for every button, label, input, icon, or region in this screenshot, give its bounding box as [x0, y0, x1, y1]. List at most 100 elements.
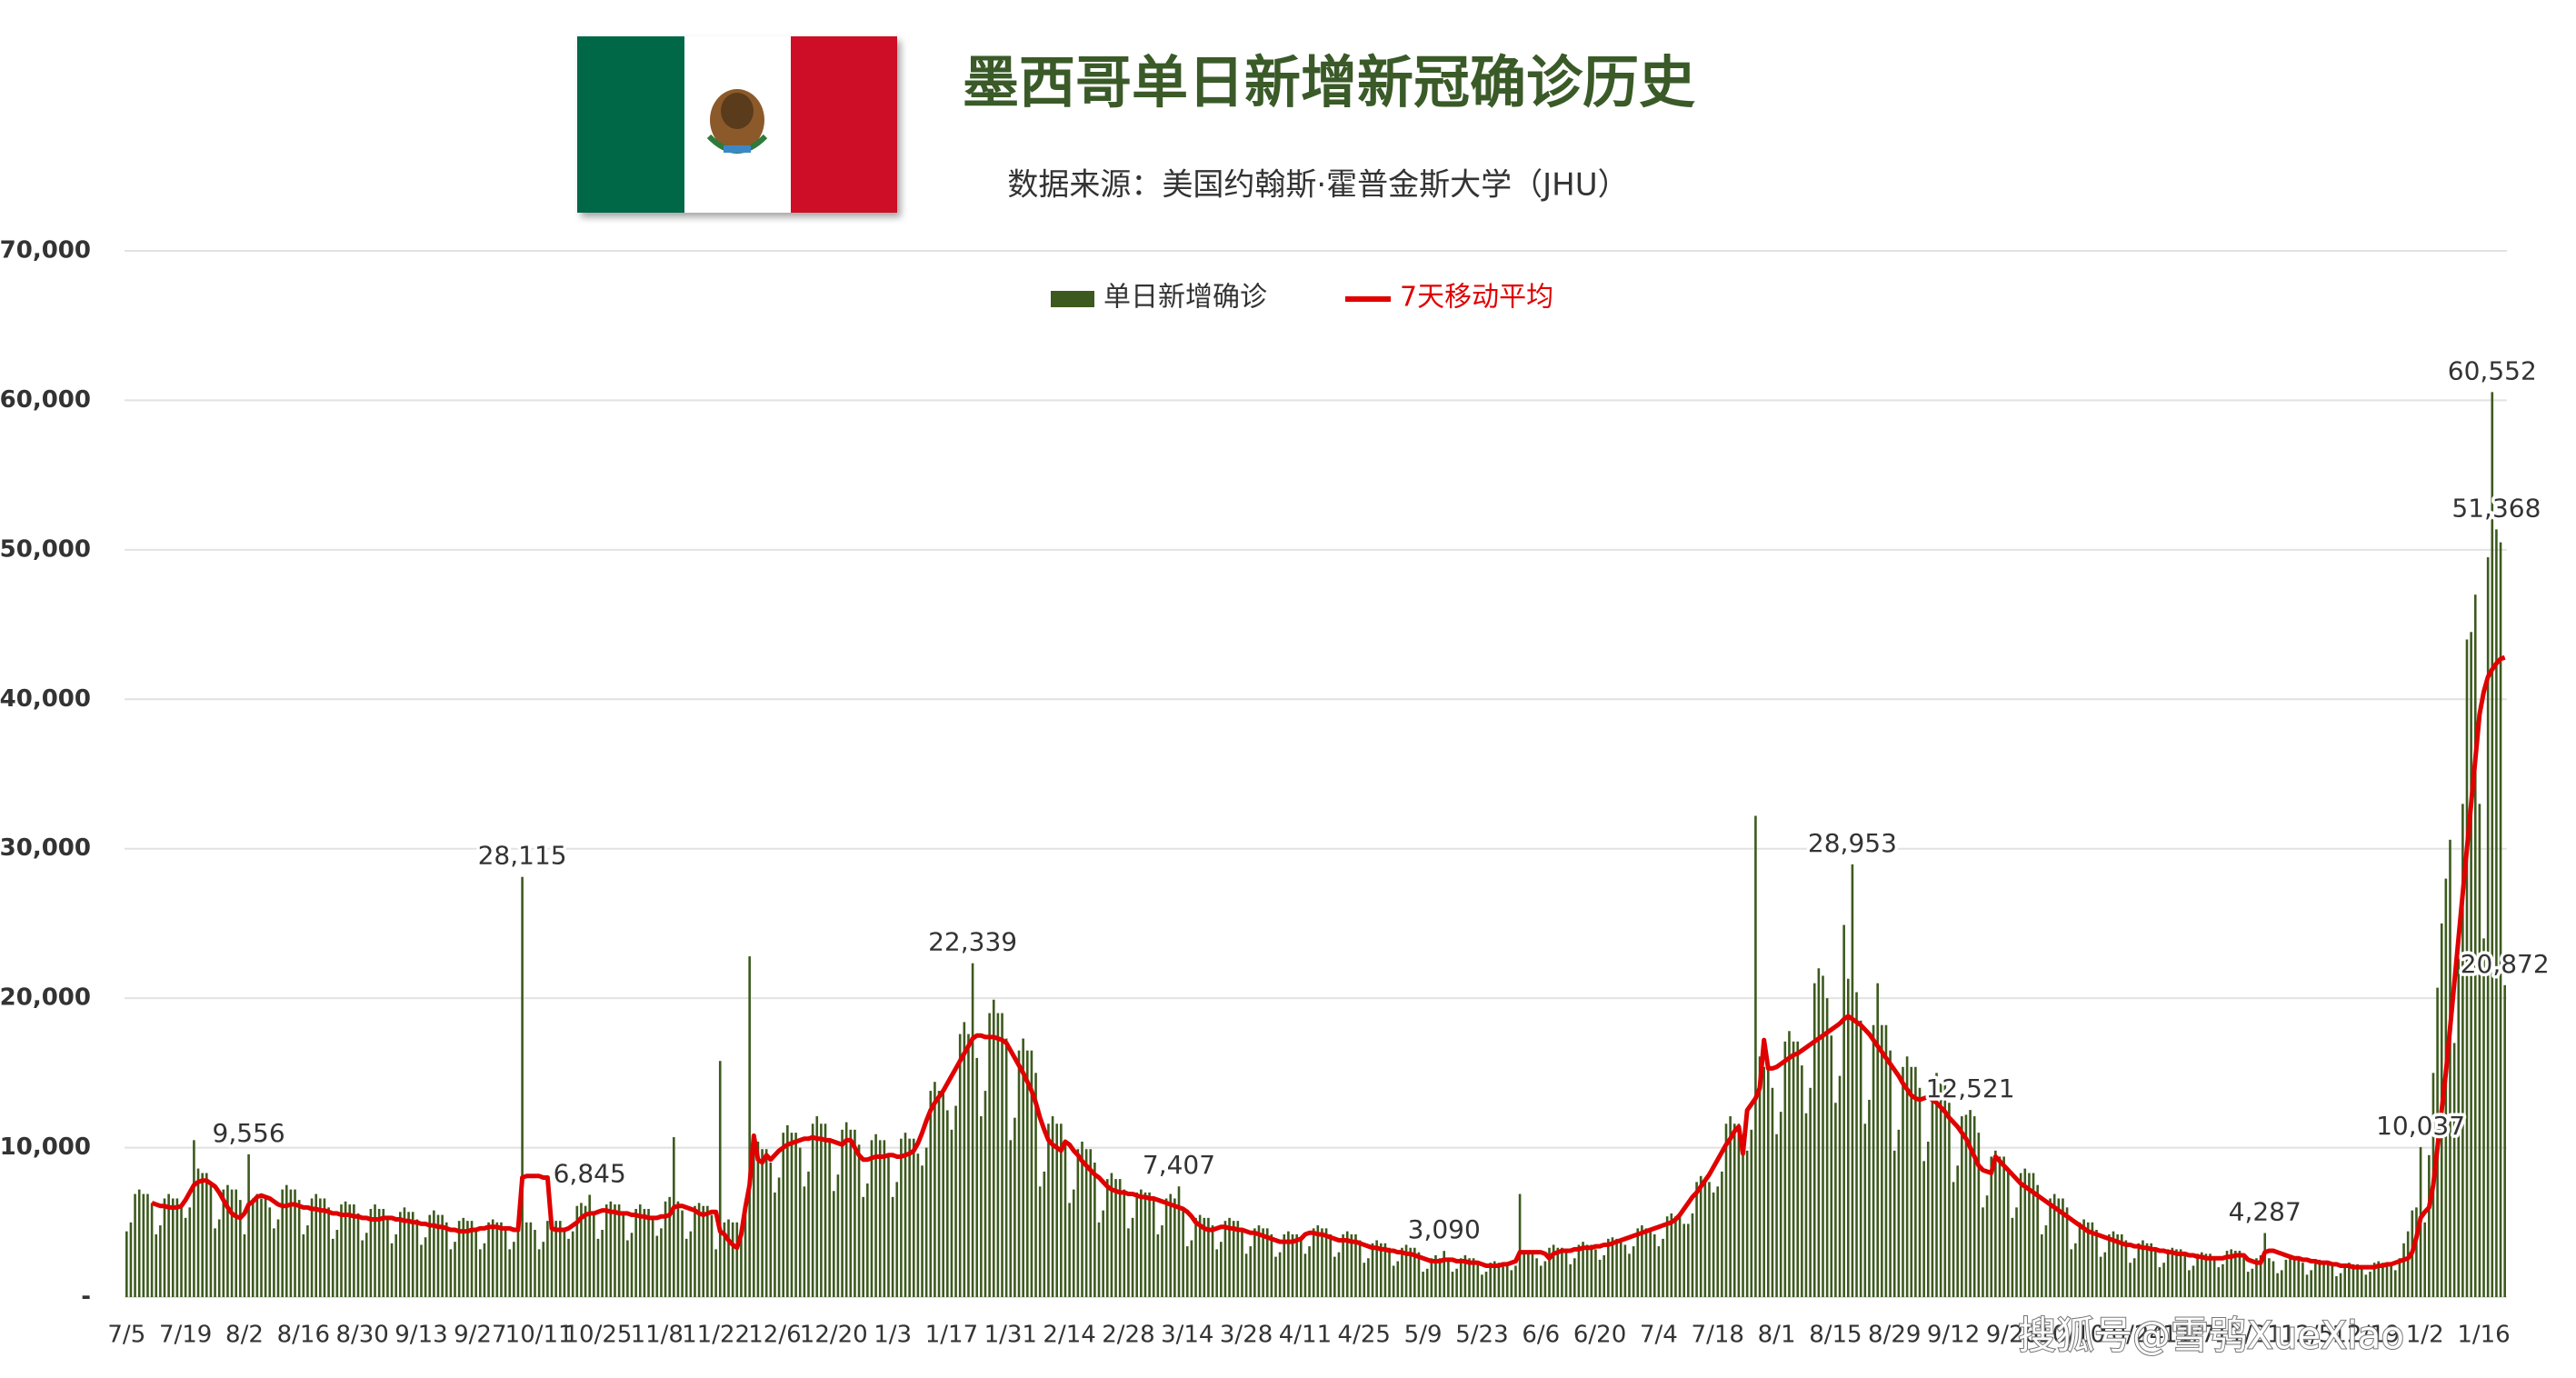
- plot-area: [125, 392, 2506, 1297]
- bar: [361, 1240, 364, 1297]
- x-tick-label: 10/25: [564, 1322, 632, 1349]
- bar: [1699, 1175, 1702, 1297]
- bar: [462, 1217, 465, 1297]
- bar: [554, 1221, 557, 1297]
- bar: [1102, 1210, 1104, 1297]
- bar: [2099, 1256, 2102, 1297]
- bar: [1413, 1247, 1416, 1297]
- bar: [807, 1171, 810, 1297]
- data-label: 28,953: [1808, 828, 1897, 858]
- bar: [2491, 392, 2494, 1297]
- bar: [2246, 1272, 2250, 1297]
- bar: [1632, 1246, 1635, 1297]
- bar: [2499, 542, 2502, 1297]
- bar: [1636, 1228, 1640, 1297]
- bar: [1468, 1258, 1471, 1297]
- bar: [2166, 1249, 2170, 1297]
- bar: [996, 1013, 1000, 1297]
- bar: [1505, 1265, 1509, 1297]
- bar: [836, 1174, 840, 1297]
- bar: [900, 1138, 903, 1297]
- bar: [550, 1217, 554, 1297]
- y-tick-label: 60,000: [0, 386, 91, 414]
- bar: [1783, 1041, 1787, 1297]
- bar: [1308, 1246, 1311, 1297]
- bar: [1977, 1133, 1981, 1297]
- bar: [2259, 1254, 2262, 1297]
- bar: [1859, 1020, 1862, 1297]
- bar: [1140, 1189, 1143, 1297]
- bar: [1623, 1244, 1627, 1297]
- bar: [1017, 1050, 1021, 1297]
- bar: [1644, 1228, 1648, 1297]
- x-tick-label: 11/8: [631, 1322, 684, 1349]
- bar: [643, 1208, 646, 1297]
- bar: [1422, 1272, 1424, 1297]
- bar: [697, 1203, 701, 1297]
- bar: [883, 1140, 886, 1297]
- bar: [2322, 1261, 2325, 1297]
- bar: [1161, 1225, 1163, 1297]
- bar: [2428, 1154, 2431, 1297]
- bar: [1350, 1233, 1353, 1297]
- bar: [1169, 1193, 1173, 1297]
- bar: [243, 1233, 246, 1297]
- bar: [946, 1110, 949, 1297]
- bar: [2372, 1263, 2376, 1297]
- bar: [1434, 1254, 1437, 1297]
- x-tick-label: 8/29: [1868, 1322, 1921, 1349]
- bar: [1657, 1246, 1661, 1297]
- bar: [222, 1189, 225, 1297]
- bar: [774, 1192, 776, 1297]
- bar: [1089, 1149, 1093, 1297]
- bar: [1855, 992, 1858, 1297]
- bar: [1926, 1141, 1930, 1297]
- bar: [348, 1204, 352, 1297]
- bar: [604, 1204, 608, 1297]
- bar: [420, 1244, 423, 1297]
- bar: [1948, 1103, 1951, 1297]
- bar: [1223, 1221, 1227, 1297]
- bar: [1922, 1161, 1925, 1297]
- bar: [908, 1138, 911, 1297]
- bar: [660, 1228, 663, 1297]
- bar: [887, 1154, 890, 1297]
- x-tick-label: 9/13: [394, 1322, 447, 1349]
- bar: [614, 1204, 616, 1297]
- bar: [588, 1194, 591, 1297]
- bar: [196, 1168, 200, 1297]
- bar: [294, 1189, 296, 1297]
- bar: [1961, 1116, 1963, 1297]
- bar: [327, 1207, 330, 1297]
- bar: [1695, 1182, 1698, 1297]
- bar: [2369, 1272, 2371, 1297]
- bar: [1990, 1156, 1993, 1297]
- x-tick-label: 6/20: [1573, 1322, 1626, 1349]
- y-tick-label: 10,000: [0, 1133, 91, 1161]
- bar: [1493, 1261, 1496, 1297]
- bar: [1047, 1123, 1050, 1297]
- bar: [2044, 1225, 2048, 1297]
- bar: [1876, 983, 1880, 1297]
- x-tick-label: 8/30: [335, 1322, 388, 1349]
- bar: [756, 1141, 760, 1297]
- bar: [1767, 1066, 1770, 1297]
- x-tick-label: 7/18: [1692, 1322, 1744, 1349]
- bar: [942, 1091, 944, 1297]
- bar: [2006, 1170, 2010, 1297]
- bar: [1758, 1056, 1762, 1297]
- bar: [1022, 1038, 1024, 1297]
- bar: [1745, 1150, 1749, 1297]
- bar: [1371, 1243, 1374, 1297]
- bar: [2242, 1254, 2245, 1297]
- bar: [655, 1235, 659, 1297]
- bar: [2280, 1270, 2283, 1297]
- bar: [2091, 1222, 2094, 1297]
- bar: [201, 1173, 204, 1297]
- bar: [524, 1222, 528, 1297]
- bar: [1489, 1263, 1492, 1297]
- bar: [1025, 1050, 1029, 1297]
- bar: [1889, 1050, 1892, 1297]
- bar: [1724, 1123, 1728, 1297]
- bar: [1274, 1256, 1277, 1297]
